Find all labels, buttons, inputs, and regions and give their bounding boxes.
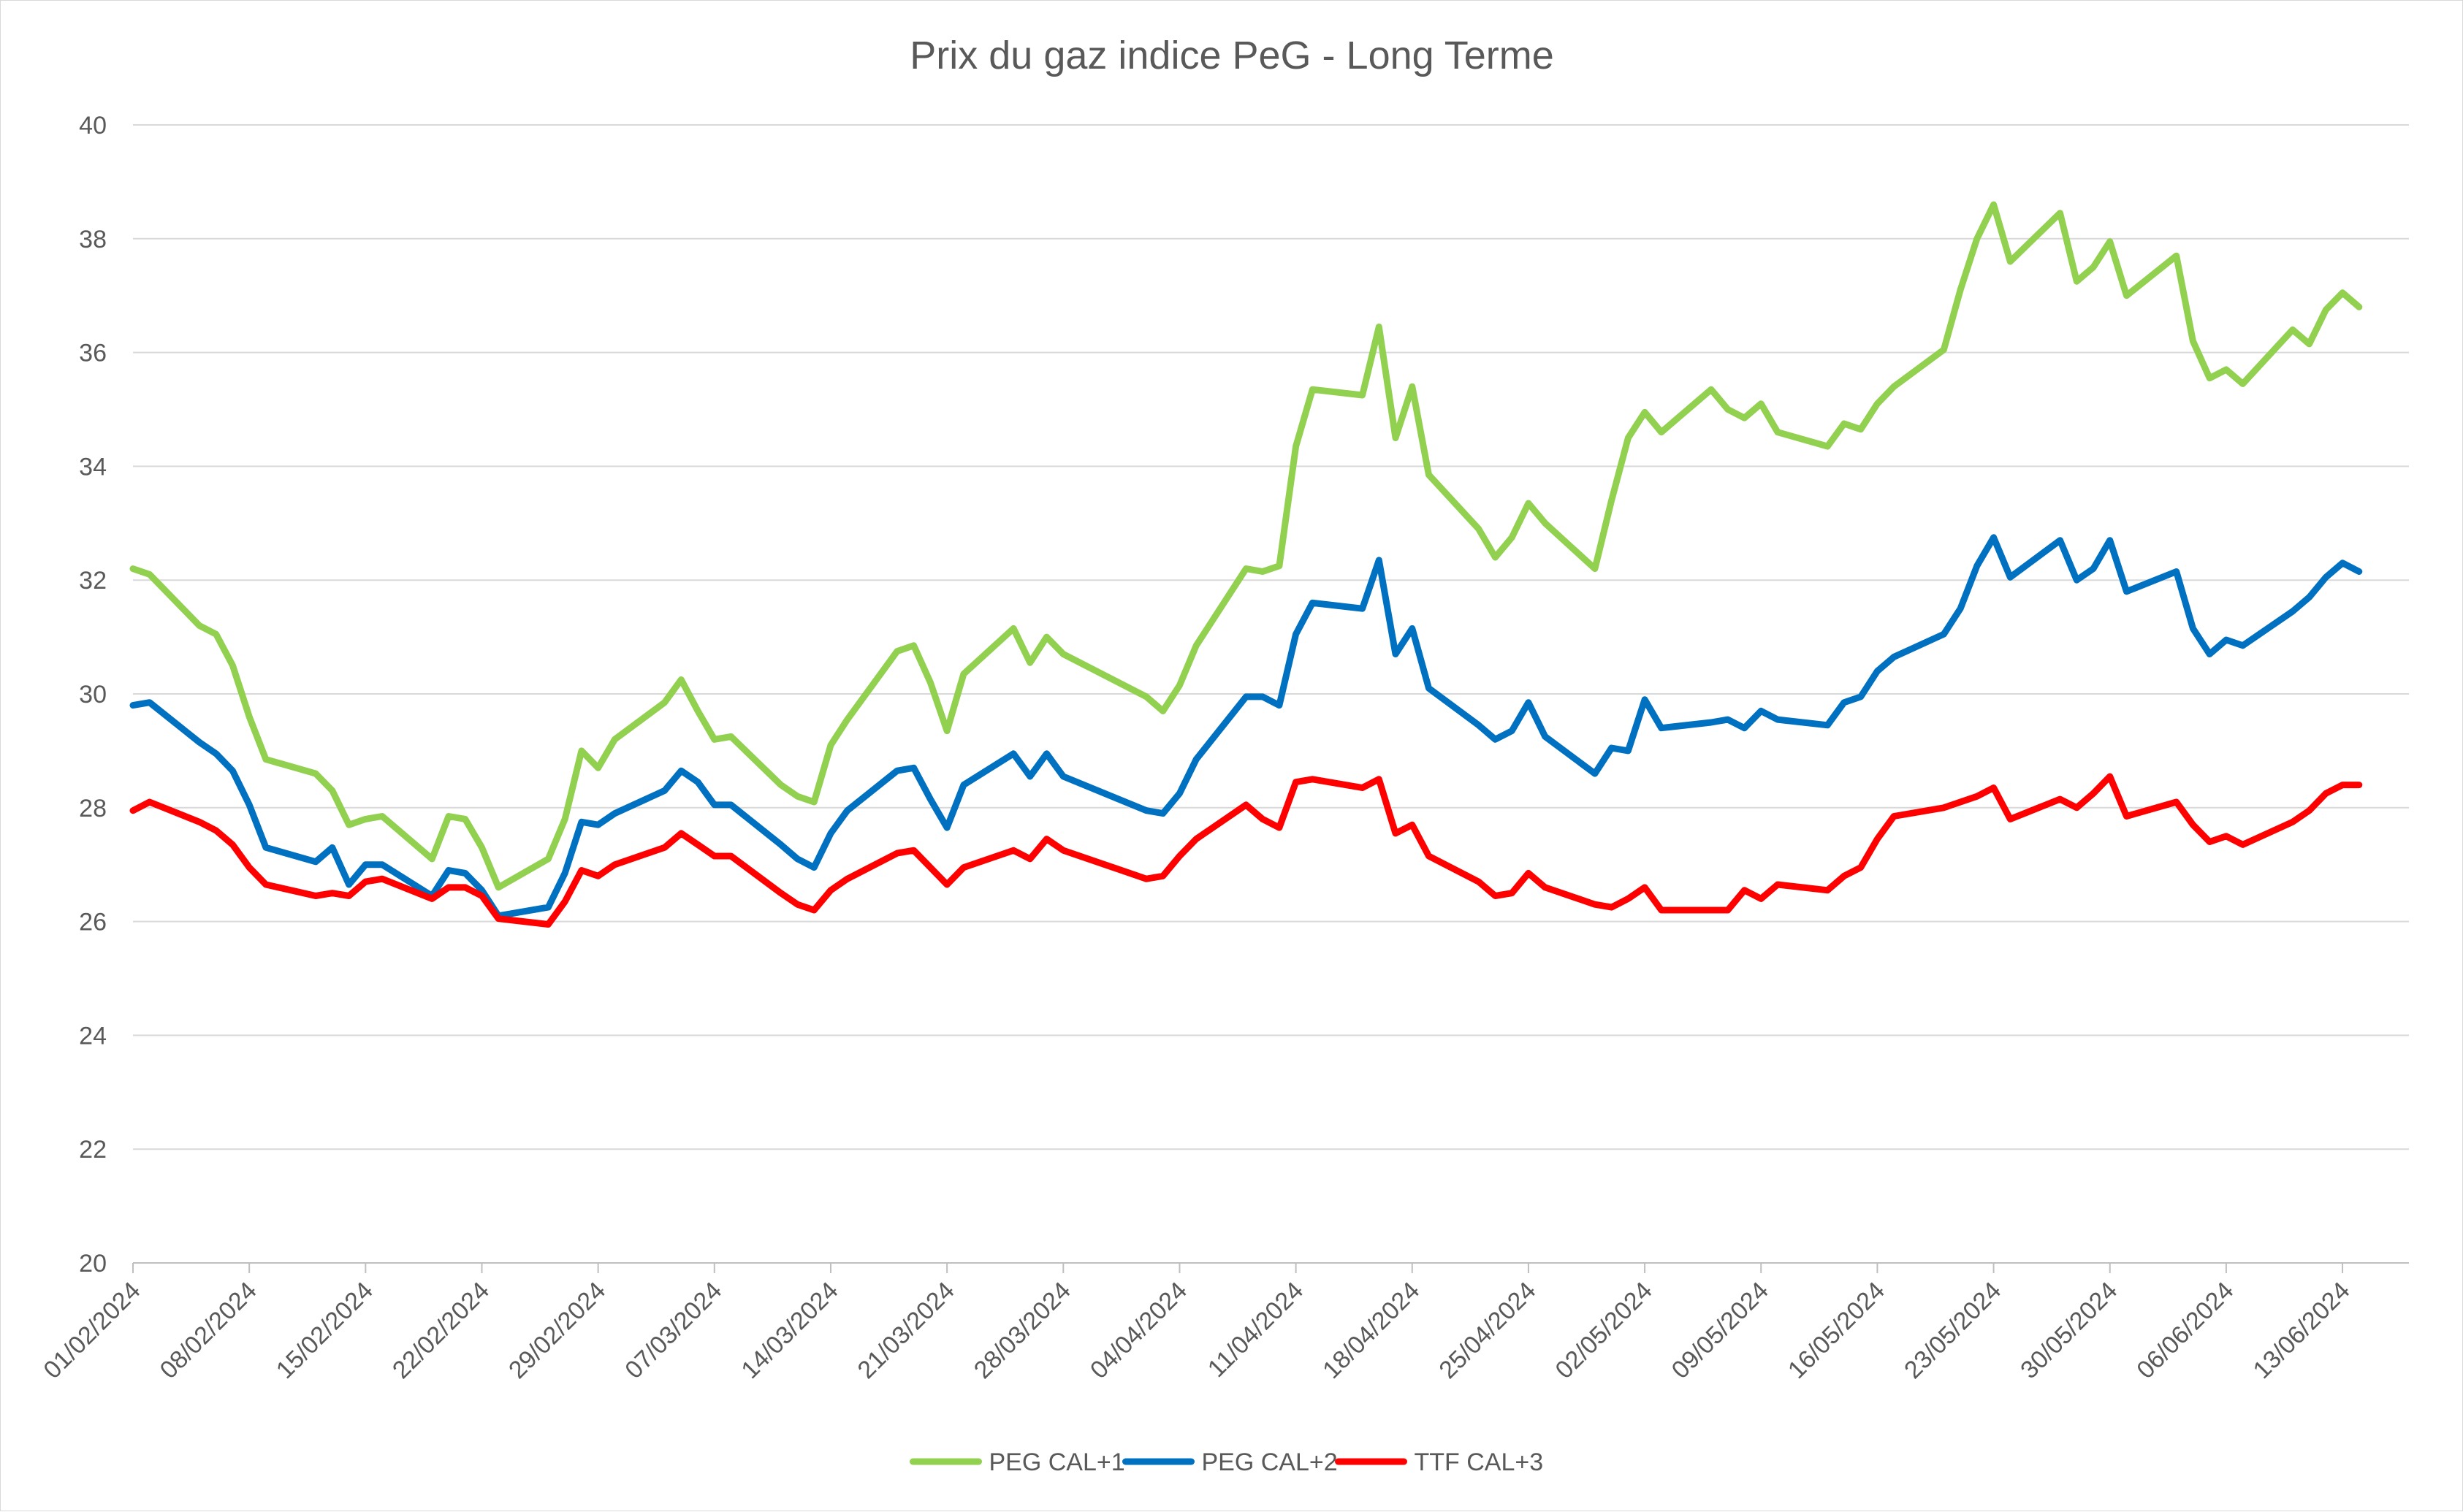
- chart-title: Prix du gaz indice PeG - Long Terme: [910, 34, 1553, 77]
- y-tick-label: 22: [79, 1136, 107, 1164]
- y-axis-ticks: 20 22 24 26 28 30 32 34 36 38 40: [79, 112, 107, 1278]
- legend-label-ttf-cal-3: TTF CAL+3: [1415, 1448, 1544, 1476]
- series-lines: [129, 201, 2363, 928]
- y-tick-label: 34: [79, 453, 107, 481]
- legend-label-peg-cal-1: PEG CAL+1: [989, 1448, 1125, 1476]
- y-tick-label: 38: [79, 226, 107, 253]
- x-tick-label: 30/05/2024: [2015, 1277, 2123, 1384]
- y-tick-label: 40: [79, 112, 107, 140]
- y-tick-label: 26: [79, 909, 107, 936]
- series-line-peg-cal-2: [129, 534, 2363, 920]
- x-tick-label: 25/04/2024: [1434, 1277, 1541, 1384]
- y-tick-label: 20: [79, 1250, 107, 1278]
- y-tick-label: 30: [79, 681, 107, 709]
- x-tick-label: 06/06/2024: [2131, 1277, 2239, 1384]
- x-tick-label: 22/02/2024: [387, 1277, 495, 1384]
- series-line-peg-cal-1: [129, 201, 2363, 891]
- y-tick-label: 32: [79, 567, 107, 595]
- x-tick-label: 11/04/2024: [1203, 1277, 1309, 1383]
- x-tick-label: 04/04/2024: [1085, 1277, 1192, 1384]
- x-tick-label: 07/03/2024: [620, 1277, 727, 1384]
- x-tick-label: 29/02/2024: [503, 1277, 611, 1384]
- x-tick-label: 18/04/2024: [1317, 1277, 1425, 1384]
- legend-label-peg-cal-2: PEG CAL+2: [1202, 1448, 1338, 1476]
- x-tick-label: 02/05/2024: [1550, 1277, 1658, 1384]
- gridlines: [133, 124, 2409, 1264]
- x-tick-label: 14/03/2024: [736, 1277, 843, 1384]
- x-tick-label: 13/06/2024: [2248, 1277, 2356, 1384]
- x-tick-label: 15/02/2024: [271, 1277, 378, 1384]
- y-tick-label: 24: [79, 1022, 107, 1050]
- x-tick-label: 16/05/2024: [1783, 1277, 1890, 1384]
- x-axis-ticks: 01/02/2024 08/02/2024 15/02/2024 22/02/2024…: [38, 1263, 2356, 1384]
- y-tick-label: 28: [79, 795, 107, 822]
- x-tick-label: 08/02/2024: [155, 1277, 262, 1384]
- x-tick-label: 23/05/2024: [1899, 1277, 2006, 1384]
- series-line-ttf-cal-3: [129, 773, 2363, 928]
- x-tick-label: 21/03/2024: [853, 1277, 960, 1384]
- x-tick-label: 09/05/2024: [1667, 1277, 1774, 1384]
- legend: PEG CAL+1 PEG CAL+2 TTF CAL+3: [910, 1448, 1544, 1476]
- y-tick-label: 36: [79, 340, 107, 367]
- x-tick-label: 01/02/2024: [38, 1277, 145, 1384]
- x-tick-label: 28/03/2024: [969, 1277, 1076, 1384]
